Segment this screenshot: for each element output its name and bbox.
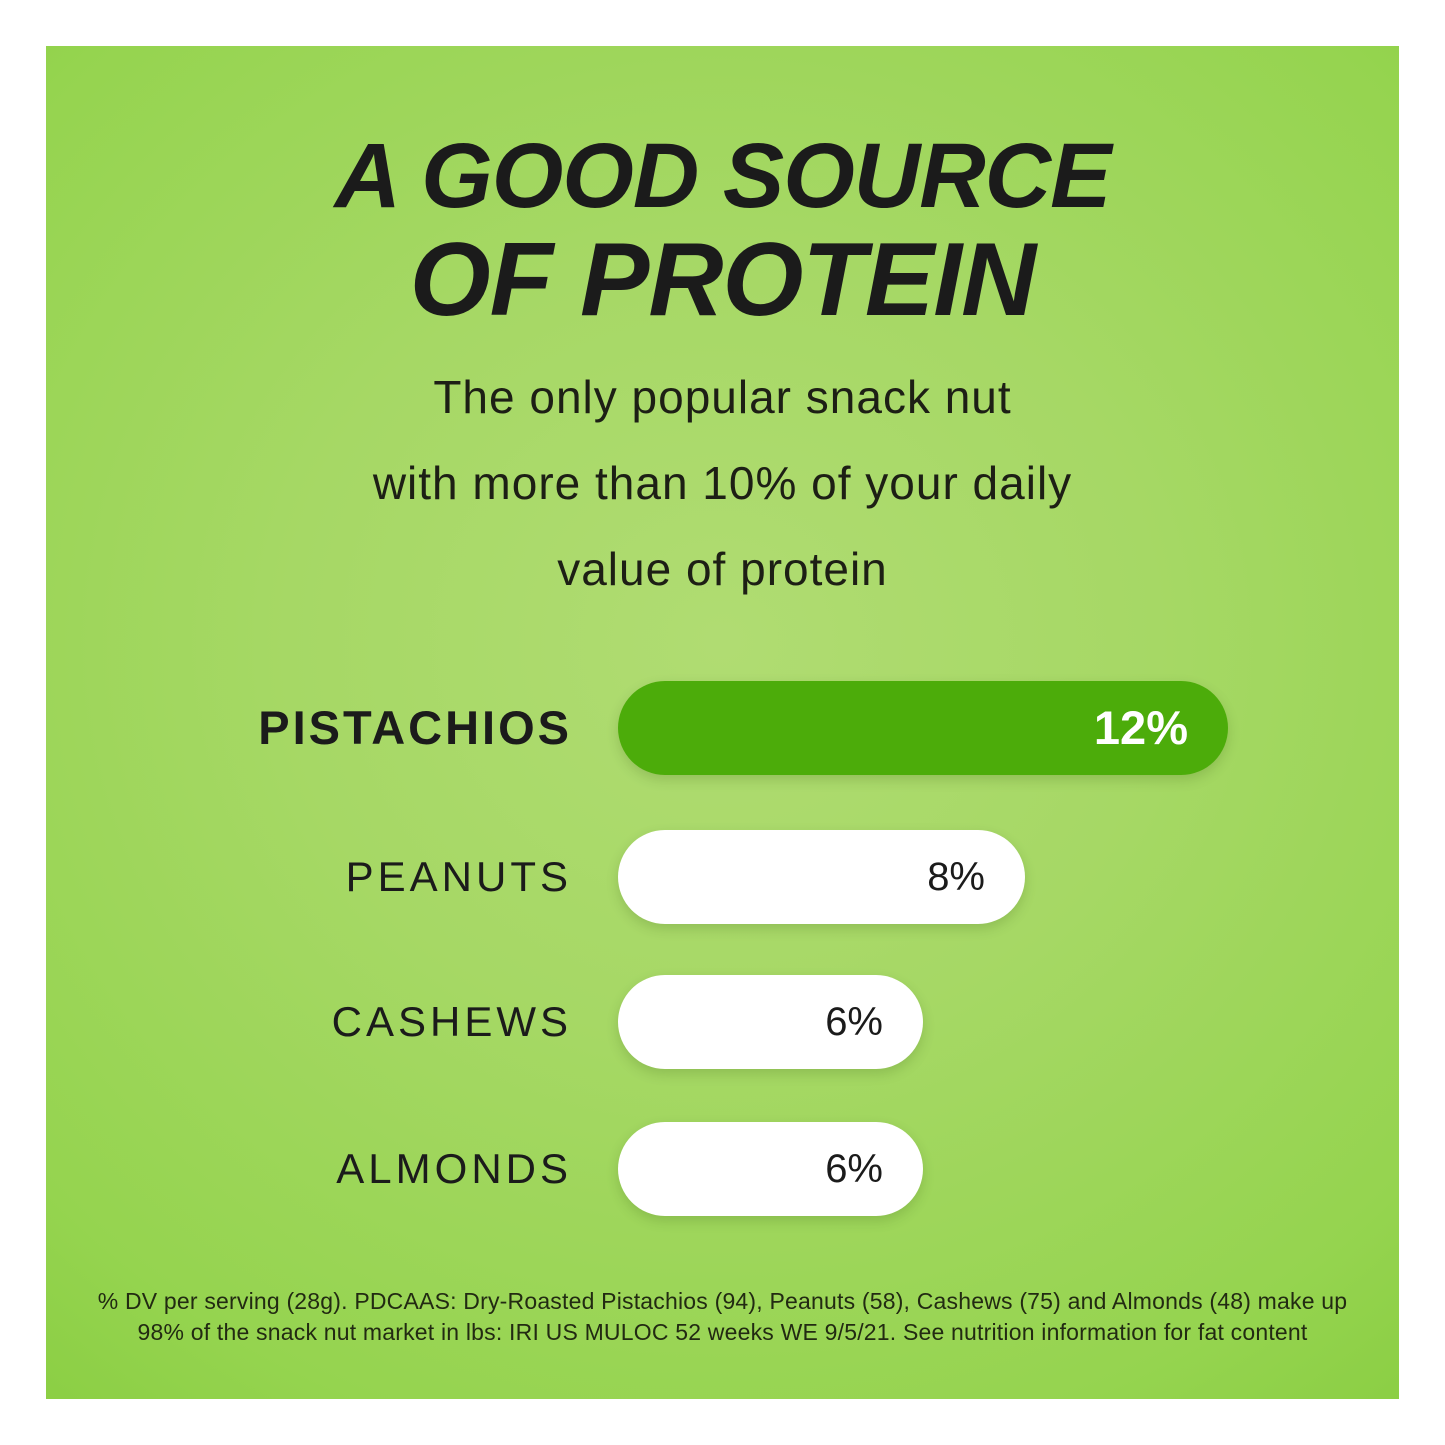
footnote-line-2: 98% of the snack nut market in lbs: IRI … — [137, 1319, 1308, 1345]
bar-peanuts: 8% — [618, 830, 1025, 924]
subtitle-line-3: value of protein — [557, 543, 888, 595]
bar-label-cashews: CASHEWS — [331, 998, 572, 1045]
page-title: A GOOD SOURCE OF PROTEIN — [46, 130, 1399, 332]
subtitle-line-2: with more than 10% of your daily — [372, 457, 1073, 509]
title-line-2: OF PROTEIN — [409, 222, 1037, 338]
bar-cashews: 6% — [618, 975, 923, 1069]
bar-almonds: 6% — [618, 1122, 923, 1216]
green-panel: A GOOD SOURCE OF PROTEIN The only popula… — [46, 46, 1399, 1399]
subtitle-line-1: The only popular snack nut — [433, 371, 1012, 423]
bar-label-pistachios: PISTACHIOS — [258, 701, 572, 754]
chart-row: PISTACHIOS 12% — [46, 681, 1399, 775]
bar-label-almonds: ALMONDS — [336, 1145, 572, 1192]
footnote: % DV per serving (28g). PDCAAS: Dry-Roas… — [46, 1286, 1399, 1348]
chart-row: CASHEWS 6% — [46, 975, 1399, 1069]
bar-pistachios: 12% — [618, 681, 1228, 775]
footnote-line-1: % DV per serving (28g). PDCAAS: Dry-Roas… — [97, 1288, 1348, 1314]
chart-row: PEANUTS 8% — [46, 830, 1399, 924]
chart-row: ALMONDS 6% — [46, 1122, 1399, 1216]
title-line-1: A GOOD SOURCE — [334, 125, 1112, 227]
subtitle: The only popular snack nut with more tha… — [46, 354, 1399, 612]
bar-label-peanuts: PEANUTS — [345, 853, 572, 900]
protein-bar-chart: PISTACHIOS 12% PEANUTS 8% CASHEWS 6% ALM… — [46, 46, 1399, 1399]
